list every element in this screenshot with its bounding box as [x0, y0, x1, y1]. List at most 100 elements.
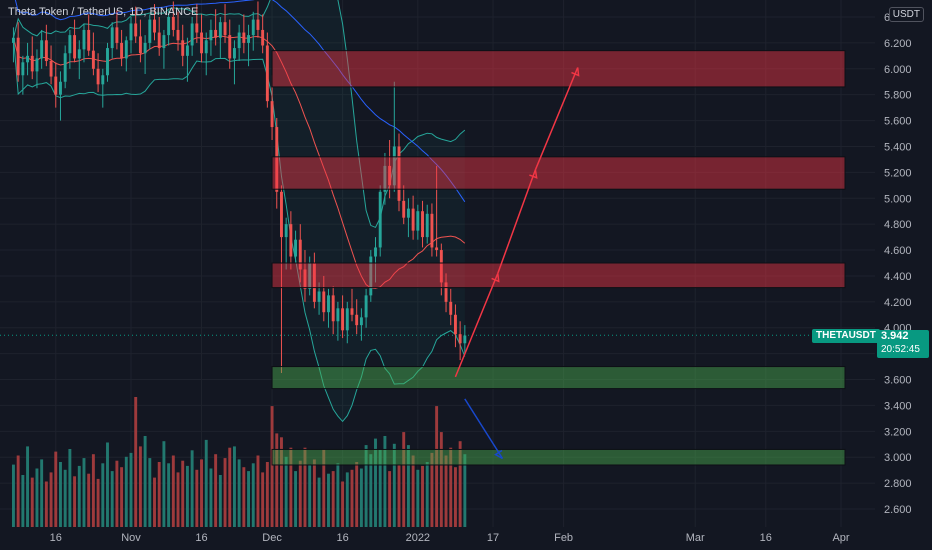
volume-bar — [209, 468, 213, 527]
volume-bar — [96, 478, 100, 527]
candle-body — [120, 42, 124, 59]
volume-bar — [265, 462, 269, 527]
candle-body — [458, 334, 462, 344]
candle-body — [167, 17, 171, 36]
volume-bar — [68, 449, 72, 527]
candle-body — [44, 40, 48, 62]
volume-bar — [298, 460, 302, 527]
candle-body — [444, 282, 448, 302]
volume-bar — [176, 472, 180, 527]
symbol-title[interactable]: Theta Token / TetherUS, 1D, BINANCE — [8, 6, 199, 18]
candle-body — [200, 32, 203, 54]
time-tick-label: Apr — [832, 532, 849, 544]
volume-bar — [223, 458, 227, 527]
candle-body — [345, 308, 349, 331]
candle-body — [218, 22, 222, 38]
support-zone[interactable] — [271, 448, 846, 466]
volume-bar — [44, 481, 48, 527]
candle-body — [350, 308, 354, 315]
candle-body — [54, 76, 58, 95]
candle-body — [463, 335, 467, 344]
candle-body — [392, 146, 396, 186]
candle-body — [341, 308, 345, 331]
volume-bar — [16, 455, 20, 527]
candle-body — [82, 29, 86, 50]
candle-body — [294, 239, 298, 257]
volume-bar — [195, 469, 199, 527]
resistance-zone[interactable] — [271, 50, 846, 88]
candle-body — [397, 146, 401, 201]
volume-bar — [458, 441, 462, 527]
candle-body — [214, 29, 218, 38]
candle-body — [383, 165, 387, 192]
projection-up-arrow-segment[interactable] — [454, 273, 499, 378]
volume-bar — [59, 462, 62, 527]
volume-bar — [359, 468, 363, 527]
candle-body — [148, 19, 152, 43]
candle-body — [317, 291, 321, 302]
resistance-zone[interactable] — [271, 156, 846, 190]
volume-bar — [308, 464, 312, 527]
volume-bar — [439, 432, 443, 527]
volume-bar — [162, 441, 166, 527]
volume-bar — [350, 469, 354, 527]
candle-body — [96, 68, 100, 85]
price-tick-label: 4.800 — [884, 219, 912, 231]
volume-bar — [303, 447, 307, 527]
candle-body — [298, 239, 302, 270]
volume-bar — [270, 406, 274, 527]
projection-up-arrow-segment[interactable] — [497, 169, 537, 274]
candle-body — [73, 35, 77, 59]
time-tick-label: 2022 — [406, 532, 430, 544]
candle-body — [157, 32, 161, 49]
candle-body — [110, 27, 114, 49]
volume-bar — [411, 455, 415, 527]
volume-bar — [106, 442, 109, 527]
volume-bar — [421, 465, 424, 527]
volume-bar — [383, 436, 387, 527]
time-tick-label: Mar — [686, 532, 705, 544]
candle-body — [49, 61, 53, 77]
volume-bar — [200, 459, 203, 527]
volume-bar — [388, 471, 392, 527]
volume-bar — [341, 481, 345, 527]
candle-body — [237, 32, 241, 49]
candle-body — [59, 81, 62, 95]
volume-bar — [228, 447, 232, 527]
volume-bar — [232, 446, 236, 527]
projection-down-arrow-segment[interactable] — [464, 398, 504, 459]
volume-bar — [218, 475, 222, 527]
price-tick-label: 5.600 — [884, 116, 912, 128]
volume-bar — [284, 456, 288, 527]
candle-body — [106, 48, 109, 76]
volume-bar — [369, 454, 373, 527]
volume-bar — [40, 459, 44, 527]
volume-bar — [406, 445, 410, 527]
price-tick-label: 6.000 — [884, 64, 912, 76]
volume-bar — [171, 455, 175, 527]
volume-bar — [364, 445, 368, 527]
candle-body — [453, 314, 457, 335]
currency-badge[interactable]: USDT — [888, 7, 924, 22]
candle-body — [289, 224, 293, 257]
volume-bar — [247, 471, 251, 527]
candle-body — [359, 317, 363, 326]
candle-body — [91, 50, 95, 69]
projection-up-arrow-segment[interactable] — [534, 67, 579, 171]
candle-body — [143, 42, 147, 54]
support-zone[interactable] — [271, 366, 846, 390]
volume-bar — [317, 477, 321, 527]
volume-bar — [256, 455, 260, 527]
candle-body — [68, 35, 72, 54]
projection-up-arrow-head — [529, 169, 538, 179]
price-tick-label: 2.600 — [884, 504, 912, 516]
candle-body — [416, 211, 420, 231]
candle-body — [331, 295, 335, 322]
candle-body — [364, 295, 368, 318]
time-tick-label: 17 — [487, 532, 499, 544]
volume-bar — [275, 433, 279, 527]
resistance-zone[interactable] — [271, 262, 846, 289]
projection-down-arrow-head — [494, 449, 503, 460]
volume-bar — [185, 465, 189, 527]
